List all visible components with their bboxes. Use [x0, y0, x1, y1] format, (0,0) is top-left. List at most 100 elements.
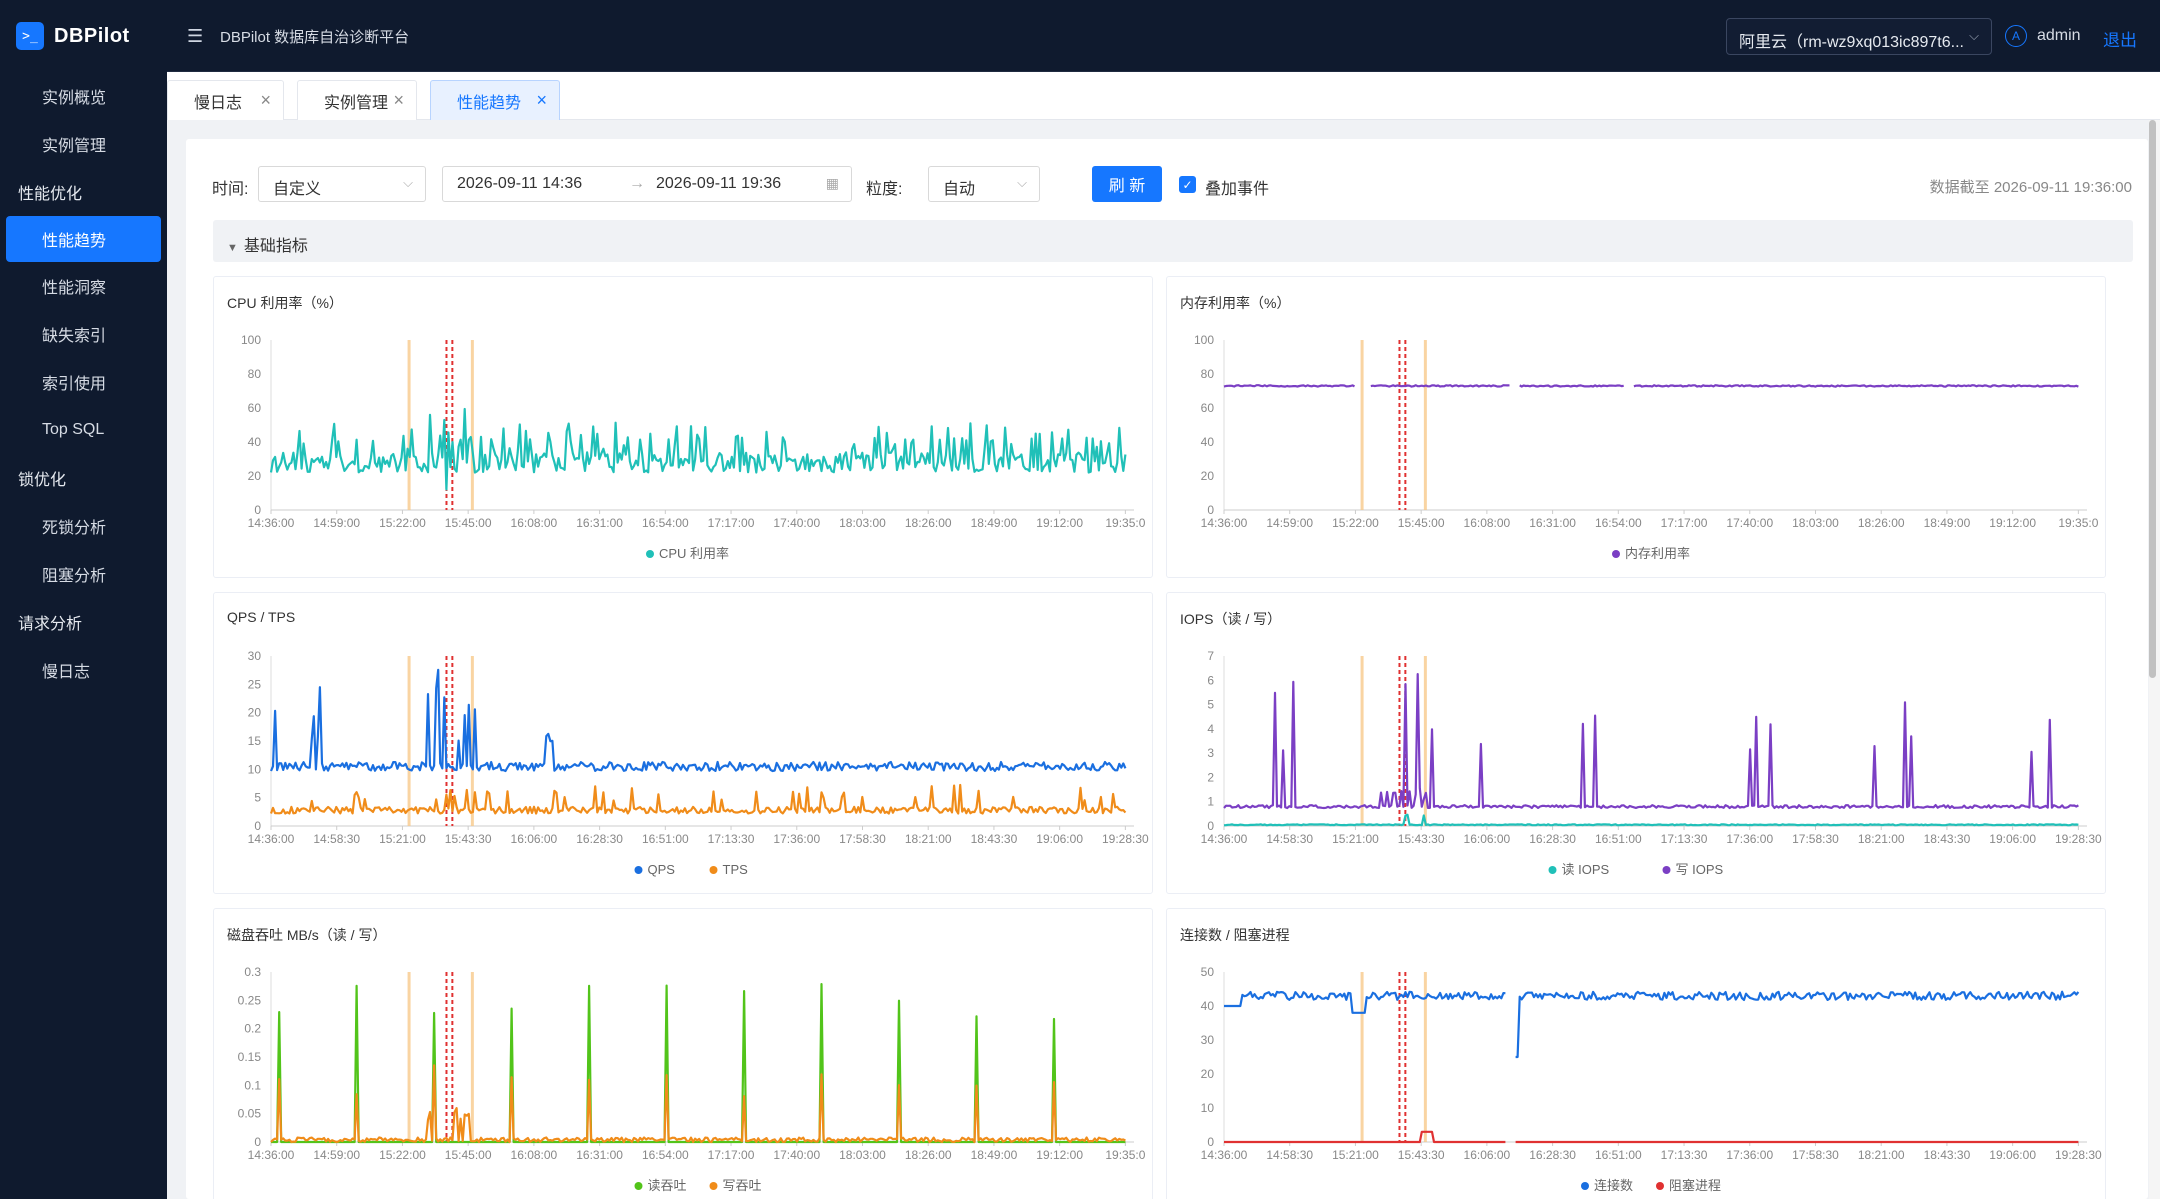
event-band	[470, 656, 474, 826]
chart-svg: 0 5 10 15 20 25 30 14:36:00 14:58:30 15:21:00 15:4…	[248, 649, 1149, 877]
app-title: DBPilot 数据库自治诊断平台	[220, 29, 410, 46]
x-tick-label: 16:28:30	[1529, 832, 1576, 846]
sidebar-item-label: 实例概览	[42, 90, 107, 107]
x-tick-label: 15:43:30	[445, 832, 492, 846]
tab-2[interactable]: 性能趋势 ×	[430, 80, 560, 120]
chart-svg: 0 20 40 60 80 100 14:36:00 14:59:00 15:22:00 15:4…	[241, 333, 1146, 561]
x-tick-label: 15:22:00	[379, 1148, 426, 1162]
sidebar-item-label: 死锁分析	[42, 520, 107, 537]
sidebar-group-2[interactable]: 性能优化	[0, 168, 167, 216]
sidebar-item-label: 缺失索引	[42, 328, 107, 345]
x-tick-label: 16:06:00	[1464, 1148, 1511, 1162]
x-tick-label: 19:06:00	[1989, 832, 2036, 846]
filter-bar: 时间: 自定义 ⌵ 2026-09-11 14:36 → 2026-09-11 …	[212, 166, 2132, 202]
chart-panel-cpu: CPU 利用率（%） 0 20 40 60 80 100 14:36:00 14:59:00 15…	[213, 276, 1153, 578]
series-line-0	[1223, 384, 2079, 388]
y-tick-label: 4	[1207, 722, 1214, 736]
sidebar-item-label: 锁优化	[18, 472, 67, 489]
instance-select[interactable]: 阿里云（rm-wz9xq013ic897t6... ⌵	[1726, 18, 1992, 55]
tab-bar: 慢日志 × 实例管理 × 性能趋势 ×	[167, 72, 2160, 120]
y-tick-label: 20	[248, 469, 262, 483]
close-icon[interactable]: ×	[536, 90, 547, 110]
x-tick-label: 14:59:00	[1266, 516, 1313, 530]
x-tick-label: 16:28:30	[1529, 1148, 1576, 1162]
range-start: 2026-09-11 14:36	[457, 175, 583, 192]
x-tick-label: 18:03:00	[839, 516, 886, 530]
sidebar-item-4[interactable]: 性能洞察	[0, 262, 167, 310]
x-tick-label: 17:40:00	[773, 1148, 820, 1162]
chart-svg: 0 1 2 3 4 5 6 7 14:36:00 14:58:30 15:21:00 15:43:30…	[1201, 649, 2102, 877]
y-tick-label: 15	[248, 734, 262, 748]
sidebar-item-3[interactable]: 性能趋势	[6, 216, 161, 262]
sidebar-item-6[interactable]: 索引使用	[0, 358, 167, 406]
y-tick-label: 80	[248, 367, 262, 381]
close-icon[interactable]: ×	[393, 90, 404, 110]
legend-label: TPS	[723, 862, 749, 877]
x-tick-label: 18:21:00	[905, 832, 952, 846]
y-tick-label: 30	[1201, 1033, 1215, 1047]
legend-marker	[634, 1182, 643, 1190]
event-band	[470, 340, 474, 510]
x-tick-label: 15:22:00	[379, 516, 426, 530]
sidebar-item-label: 实例管理	[42, 138, 107, 155]
y-tick-label: 2	[1207, 770, 1214, 784]
sidebar-group-8[interactable]: 锁优化	[0, 454, 167, 502]
y-tick-label: 6	[1207, 673, 1214, 687]
series-line-1	[269, 783, 1127, 815]
x-tick-label: 15:43:30	[1398, 1148, 1445, 1162]
event-band	[1423, 656, 1427, 826]
y-tick-label: 0.25	[238, 993, 262, 1007]
x-tick-label: 16:28:30	[576, 832, 623, 846]
x-tick-label: 14:36:00	[1201, 832, 1248, 846]
avatar[interactable]: A	[2005, 25, 2027, 47]
sidebar-group-11[interactable]: 请求分析	[0, 598, 167, 646]
x-tick-label: 14:36:00	[1201, 1148, 1248, 1162]
logout-link[interactable]: 退出	[2103, 31, 2137, 50]
sidebar-item-5[interactable]: 缺失索引	[0, 310, 167, 358]
x-tick-label: 15:21:00	[1332, 1148, 1379, 1162]
tab-label: 实例管理	[324, 94, 389, 112]
sidebar-item-label: 阻塞分析	[42, 568, 107, 585]
sidebar-item-7[interactable]: Top SQL	[0, 406, 167, 454]
tab-1[interactable]: 实例管理 ×	[297, 80, 417, 120]
menu-toggle-icon[interactable]: ☰	[187, 26, 204, 46]
granularity-select[interactable]: 自动 ⌵	[928, 166, 1040, 202]
chart-title: CPU 利用率（%）	[227, 295, 343, 311]
sidebar-item-1[interactable]: 实例管理	[0, 120, 167, 168]
sidebar-item-12[interactable]: 慢日志	[0, 646, 167, 694]
x-tick-label: 14:59:00	[313, 1148, 360, 1162]
section-header[interactable]: ▼ 基础指标	[213, 220, 2133, 262]
x-tick-label: 14:58:30	[313, 832, 360, 846]
refresh-button[interactable]: 刷 新	[1092, 166, 1162, 202]
granularity-label: 粒度:	[866, 181, 903, 198]
scrollbar-thumb[interactable]	[2149, 120, 2156, 678]
x-tick-label: 17:17:00	[708, 516, 755, 530]
sidebar-item-0[interactable]: 实例概览	[0, 72, 167, 120]
tab-0[interactable]: 慢日志 ×	[167, 80, 284, 120]
x-tick-label: 14:58:30	[1266, 832, 1313, 846]
overlay-events-label[interactable]: 叠加事件	[1205, 181, 1270, 198]
sidebar-item-9[interactable]: 死锁分析	[0, 502, 167, 550]
sidebar-item-10[interactable]: 阻塞分析	[0, 550, 167, 598]
close-icon[interactable]: ×	[260, 90, 271, 110]
x-tick-label: 14:36:00	[248, 1148, 295, 1162]
logo[interactable]: >_ DBPilot	[0, 0, 167, 72]
sidebar-item-label: 性能优化	[18, 186, 83, 203]
chart-title: 磁盘吞吐 MB/s（读 / 写）	[227, 927, 387, 943]
event-band	[1423, 340, 1427, 510]
x-tick-label: 19:28:30	[2055, 832, 2102, 846]
x-tick-label: 15:21:00	[379, 832, 426, 846]
time-mode-select[interactable]: 自定义 ⌵	[258, 166, 426, 202]
scrollbar[interactable]	[2149, 120, 2160, 1199]
x-tick-label: 17:36:00	[773, 832, 820, 846]
overlay-events-checkbox[interactable]: ✓	[1179, 176, 1196, 193]
date-range-picker[interactable]: 2026-09-11 14:36 → 2026-09-11 19:36 ▦	[442, 166, 852, 202]
y-tick-label: 0.15	[238, 1050, 262, 1064]
y-tick-label: 5	[254, 791, 261, 805]
series-line-0	[269, 407, 1127, 491]
tab-label: 性能趋势	[457, 94, 522, 112]
y-tick-label: 40	[248, 435, 262, 449]
y-tick-label: 10	[248, 762, 262, 776]
x-tick-label: 15:45:00	[445, 1148, 492, 1162]
chart-svg: 0 10 20 30 40 50 14:36:00 14:58:30 15:21:00 15:43…	[1201, 965, 2102, 1193]
